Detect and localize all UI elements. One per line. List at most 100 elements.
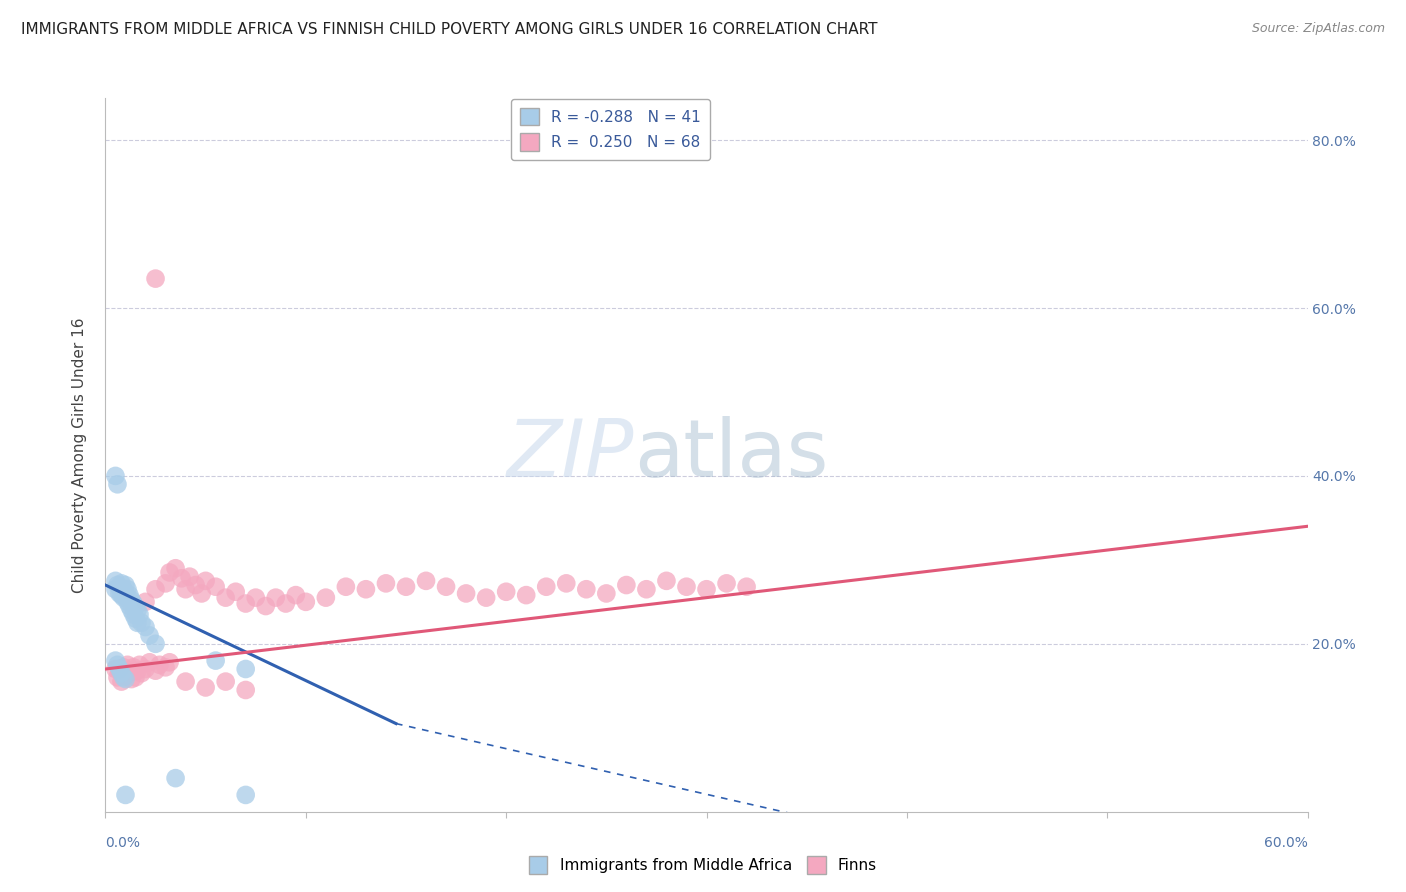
Point	[138, 655, 160, 669]
Point	[145, 271, 167, 285]
Point	[112, 582, 135, 597]
Point	[190, 586, 212, 600]
Text: atlas: atlas	[634, 416, 828, 494]
Point	[194, 574, 217, 588]
Point	[235, 597, 257, 611]
Point	[204, 580, 226, 594]
Point	[124, 612, 146, 626]
Point	[108, 664, 131, 678]
Point	[155, 576, 177, 591]
Point	[696, 582, 718, 597]
Point	[131, 615, 153, 630]
Point	[118, 599, 141, 613]
Point	[235, 788, 257, 802]
Point	[118, 588, 141, 602]
Point	[174, 674, 197, 689]
Point	[114, 578, 136, 592]
Point	[122, 597, 145, 611]
Point	[515, 588, 537, 602]
Point	[155, 660, 177, 674]
Point	[170, 571, 193, 585]
Point	[110, 666, 132, 681]
Point	[225, 584, 247, 599]
Text: 0.0%: 0.0%	[105, 836, 141, 850]
Point	[104, 469, 127, 483]
Point	[395, 580, 418, 594]
Point	[575, 582, 598, 597]
Point	[110, 674, 132, 689]
Point	[114, 669, 136, 683]
Point	[128, 607, 150, 622]
Point	[112, 670, 135, 684]
Point	[107, 477, 129, 491]
Point	[135, 595, 157, 609]
Point	[121, 603, 143, 617]
Point	[138, 628, 160, 642]
Point	[122, 607, 145, 622]
Point	[112, 591, 135, 605]
Point	[374, 576, 398, 591]
Point	[354, 582, 377, 597]
Point	[264, 591, 287, 605]
Point	[108, 586, 131, 600]
Point	[235, 662, 257, 676]
Point	[148, 657, 170, 672]
Point	[108, 580, 131, 594]
Point	[114, 788, 136, 802]
Point	[127, 615, 149, 630]
Point	[616, 578, 638, 592]
Point	[315, 591, 337, 605]
Point	[636, 582, 658, 597]
Point	[128, 657, 150, 672]
Point	[159, 566, 181, 580]
Point	[735, 580, 758, 594]
Point	[104, 574, 127, 588]
Point	[107, 657, 129, 672]
Point	[235, 683, 257, 698]
Point	[145, 664, 167, 678]
Point	[595, 586, 617, 600]
Point	[274, 597, 297, 611]
Point	[110, 576, 132, 591]
Point	[117, 595, 139, 609]
Point	[117, 657, 139, 672]
Point	[159, 655, 181, 669]
Point	[131, 666, 153, 681]
Text: IMMIGRANTS FROM MIDDLE AFRICA VS FINNISH CHILD POVERTY AMONG GIRLS UNDER 16 CORR: IMMIGRANTS FROM MIDDLE AFRICA VS FINNISH…	[21, 22, 877, 37]
Point	[135, 662, 157, 676]
Point	[117, 582, 139, 597]
Point	[716, 576, 738, 591]
Text: Source: ZipAtlas.com: Source: ZipAtlas.com	[1251, 22, 1385, 36]
Point	[194, 681, 217, 695]
Point	[335, 580, 357, 594]
Point	[124, 599, 146, 614]
Point	[495, 584, 517, 599]
Point	[179, 569, 201, 583]
Point	[165, 771, 187, 785]
Legend: R = -0.288   N = 41, R =  0.250   N = 68: R = -0.288 N = 41, R = 0.250 N = 68	[510, 99, 710, 160]
Y-axis label: Child Poverty Among Girls Under 16: Child Poverty Among Girls Under 16	[72, 318, 87, 592]
Point	[214, 591, 236, 605]
Point	[107, 578, 129, 592]
Point	[145, 637, 167, 651]
Point	[121, 672, 143, 686]
Legend: Immigrants from Middle Africa, Finns: Immigrants from Middle Africa, Finns	[523, 850, 883, 880]
Point	[165, 561, 187, 575]
Point	[675, 580, 697, 594]
Text: 60.0%: 60.0%	[1264, 836, 1308, 850]
Point	[121, 593, 143, 607]
Point	[135, 620, 157, 634]
Point	[104, 662, 127, 676]
Point	[110, 588, 132, 602]
Point	[127, 664, 149, 678]
Point	[534, 580, 557, 594]
Point	[475, 591, 498, 605]
Point	[145, 582, 167, 597]
Point	[118, 666, 141, 681]
Point	[108, 662, 131, 676]
Point	[454, 586, 477, 600]
Point	[112, 660, 135, 674]
Point	[245, 591, 267, 605]
Point	[415, 574, 437, 588]
Point	[284, 588, 307, 602]
